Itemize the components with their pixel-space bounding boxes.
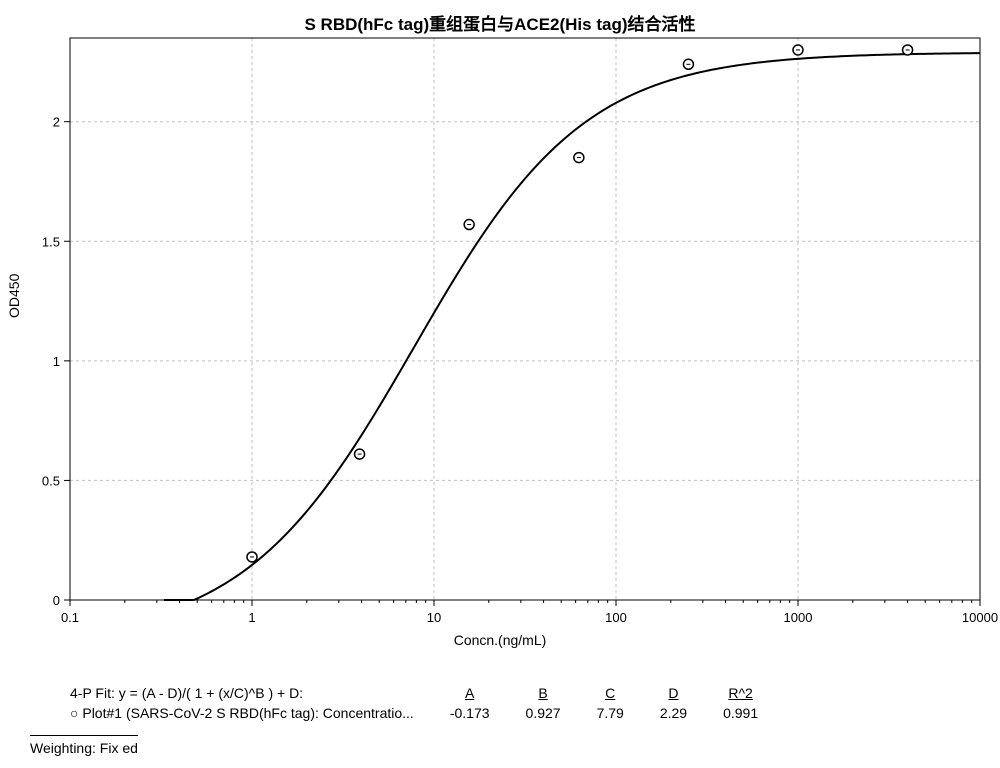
svg-text:1.5: 1.5 — [42, 234, 60, 249]
val-R2: 0.991 — [705, 703, 776, 723]
chart-plot: 0 0.5 1 1.5 2 0.1 1 10 100 1000 10000 — [0, 0, 1000, 640]
svg-text:1: 1 — [53, 354, 60, 369]
figure-container: S RBD(hFc tag)重组蛋白与ACE2(His tag)结合活性 OD4… — [0, 0, 1000, 768]
x-axis-label: Concn.(ng/mL) — [0, 632, 1000, 648]
col-D: D — [642, 683, 705, 703]
col-R2: R^2 — [705, 683, 776, 703]
fit-formula: 4-P Fit: y = (A - D)/( 1 + (x/C)^B ) + D… — [70, 683, 432, 703]
val-D: 2.29 — [642, 703, 705, 723]
svg-text:100: 100 — [605, 610, 627, 625]
weighting-label: Weighting: Fix ed — [30, 735, 138, 756]
fit-parameters-table: 4-P Fit: y = (A - D)/( 1 + (x/C)^B ) + D… — [70, 683, 776, 723]
svg-text:0.5: 0.5 — [42, 473, 60, 488]
svg-text:1: 1 — [248, 610, 255, 625]
svg-text:2: 2 — [53, 115, 60, 130]
svg-text:10000: 10000 — [962, 610, 998, 625]
val-A: -0.173 — [432, 703, 508, 723]
val-B: 0.927 — [508, 703, 579, 723]
col-B: B — [508, 683, 579, 703]
svg-text:0: 0 — [53, 593, 60, 608]
val-C: 7.79 — [579, 703, 642, 723]
series-label: ○ Plot#1 (SARS-CoV-2 S RBD(hFc tag): Con… — [70, 703, 432, 723]
col-C: C — [579, 683, 642, 703]
svg-text:10: 10 — [427, 610, 441, 625]
svg-text:1000: 1000 — [784, 610, 813, 625]
col-A: A — [432, 683, 508, 703]
svg-text:0.1: 0.1 — [61, 610, 79, 625]
